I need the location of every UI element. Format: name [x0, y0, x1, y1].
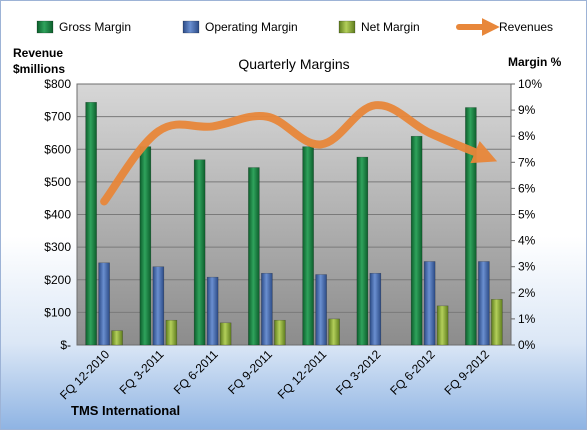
chart-title: Quarterly Margins: [238, 56, 349, 72]
legend-label-operating-margin: Operating Margin: [205, 20, 298, 34]
line-revenues: [100, 101, 498, 206]
bar-operating-margin-8: [478, 261, 490, 346]
left-axis-title-line2: $millions: [13, 62, 65, 76]
left-tick-label: $700: [44, 110, 71, 124]
bar-net-margin-1: [111, 330, 123, 346]
x-tick-label: FQ 3-2011: [117, 347, 167, 397]
bar-gross-margin-1: [85, 102, 97, 346]
bar-operating-margin-5: [315, 274, 327, 346]
legend-label-revenues: Revenues: [499, 20, 553, 34]
x-tick-label: FQ 12-2010: [57, 347, 112, 402]
left-axis-ticks: $- $100 $200 $300 $400 $500 $600 $700 $800: [44, 77, 71, 352]
left-tick-label: $100: [44, 305, 71, 319]
x-axis-ticks: FQ 12-2010 FQ 3-2011 FQ 6-2011 FQ 9-2011 FQ …: [57, 347, 492, 402]
bar-net-margin-3: [219, 322, 232, 346]
left-tick-label: $-: [60, 338, 71, 352]
bars: [85, 102, 503, 346]
bar-gross-margin-8: [465, 107, 477, 346]
right-tick-label: 0%: [518, 338, 536, 352]
x-tick-label: FQ 6-2012: [387, 347, 438, 398]
right-tick-label: 7%: [518, 155, 536, 169]
left-tick-label: $400: [44, 208, 71, 222]
left-tick-label: $500: [44, 175, 71, 189]
x-tick-label: FQ 6-2011: [171, 347, 221, 397]
bar-net-margin-2: [165, 319, 178, 346]
x-tick-label: FQ 9-2012: [442, 347, 493, 398]
bar-gross-margin-3: [193, 159, 206, 346]
bar-gross-margin-6: [356, 156, 369, 346]
bar-operating-margin-4: [261, 272, 273, 346]
bar-net-margin-4: [274, 319, 286, 346]
bar-operating-margin-6: [369, 272, 382, 346]
x-tick-label: FQ 3-2012: [333, 347, 384, 398]
legend-swatch-operating-margin: [182, 20, 200, 34]
right-axis-title: Margin %: [508, 55, 562, 69]
right-tick-label: 3%: [518, 260, 536, 274]
bar-net-margin-7: [436, 305, 449, 346]
bar-gross-margin-5: [302, 146, 314, 346]
left-tick-label: $800: [44, 77, 71, 91]
right-tick-label: 9%: [518, 103, 536, 117]
x-tick-label: FQ 9-2011: [225, 347, 275, 397]
right-tick-label: 5%: [518, 208, 536, 222]
right-tick-label: 4%: [518, 234, 536, 248]
bar-operating-margin-2: [152, 266, 165, 346]
x-tick-label: FQ 12-2011: [275, 347, 330, 402]
bar-gross-margin-4: [248, 167, 260, 346]
bar-gross-margin-7: [410, 135, 423, 346]
left-axis-title-line1: Revenue: [13, 46, 63, 60]
bar-operating-margin-3: [206, 276, 219, 346]
bar-net-margin-5: [328, 318, 340, 346]
legend-swatch-gross-margin: [36, 20, 54, 34]
bar-net-margin-8: [491, 299, 503, 346]
bar-gross-margin-2: [139, 146, 152, 346]
revenue-line: [100, 101, 498, 206]
right-tick-label: 8%: [518, 129, 536, 143]
bar-operating-margin-7: [423, 261, 436, 346]
legend-label-net-margin: Net Margin: [361, 20, 420, 34]
footer-company-name: TMS International: [71, 403, 180, 418]
right-axis-ticks: 0% 1% 2% 3% 4% 5% 6% 7% 8% 9% 10%: [511, 77, 542, 352]
bar-operating-margin-1: [98, 262, 110, 346]
legend-swatch-net-margin: [338, 20, 356, 34]
left-tick-label: $300: [44, 240, 71, 254]
right-tick-label: 6%: [518, 181, 536, 195]
legend: Gross Margin Operating Margin Net Margin Re…: [36, 18, 553, 36]
right-tick-label: 10%: [518, 77, 542, 91]
right-tick-label: 1%: [518, 312, 536, 326]
left-tick-label: $600: [44, 142, 71, 156]
left-tick-label: $200: [44, 273, 71, 287]
legend-label-gross-margin: Gross Margin: [59, 20, 131, 34]
right-tick-label: 2%: [518, 286, 536, 300]
